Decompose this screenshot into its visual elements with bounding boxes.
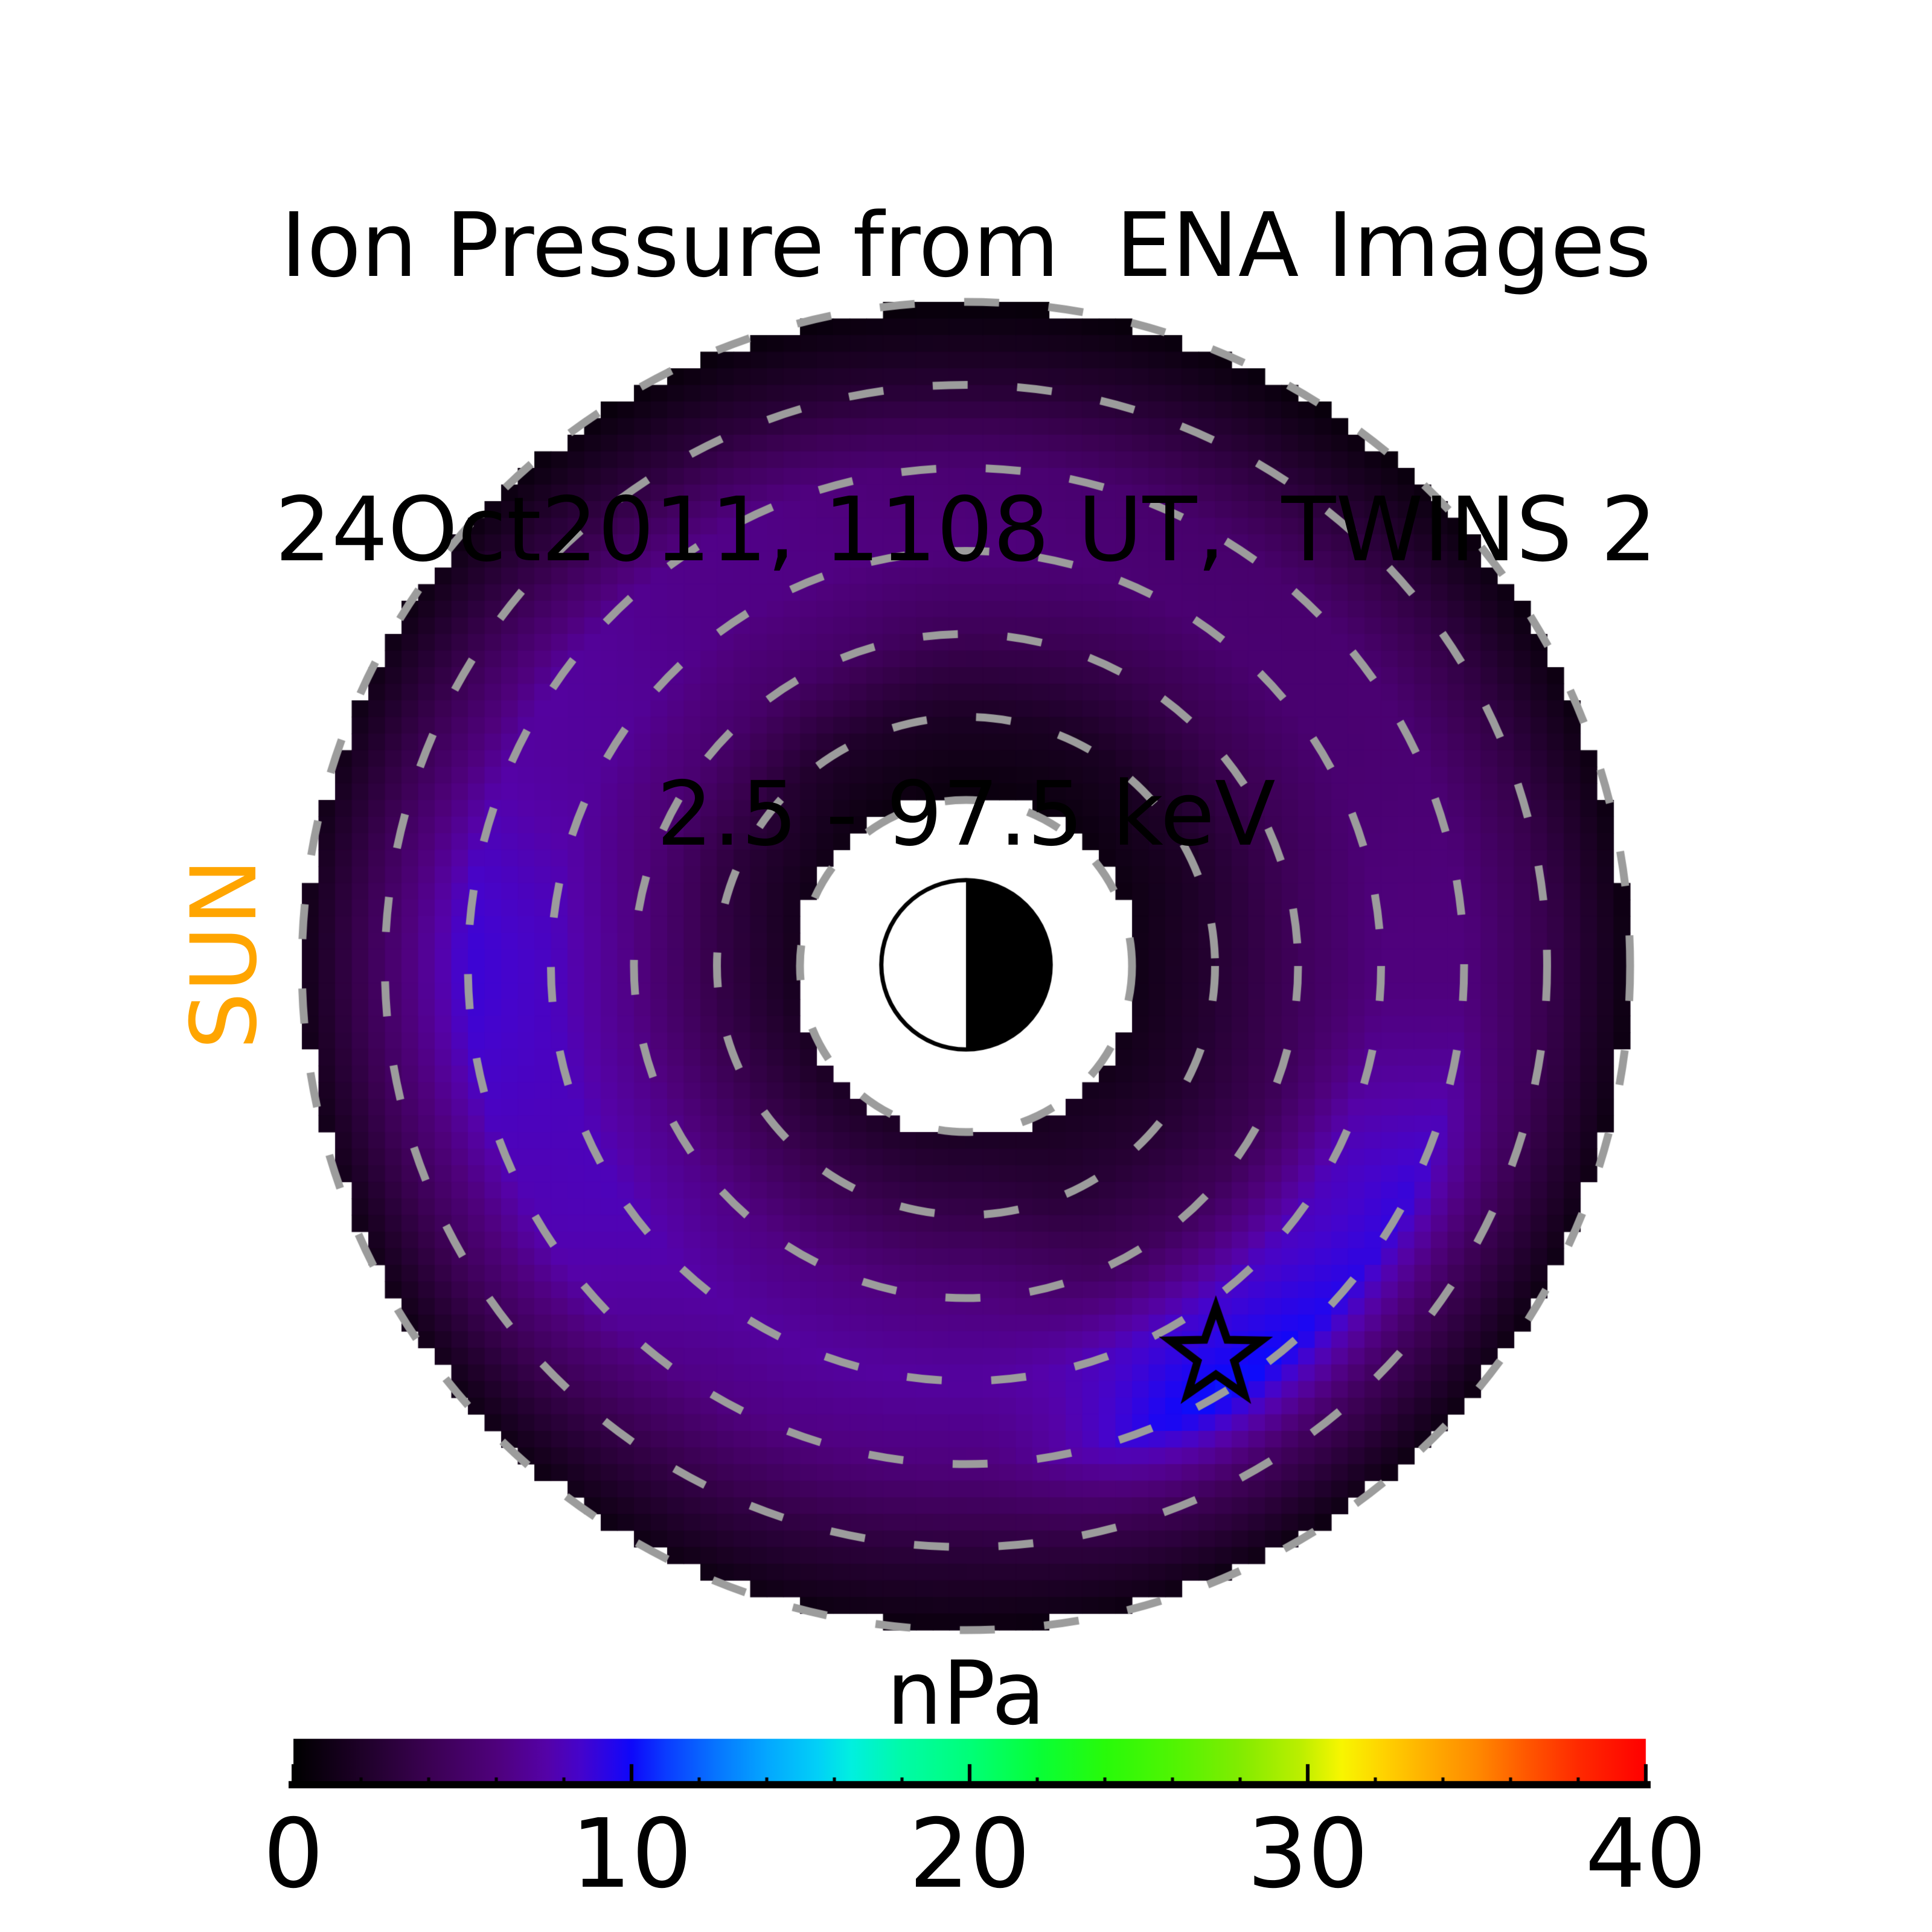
chart-title: Ion Pressure from ENA Images 24Oct2011, … (0, 8, 1932, 1051)
title-line-2: 24Oct2011, 1108 UT, TWINS 2 (275, 478, 1657, 581)
title-line-3: 2.5 - 97.5 keV (656, 763, 1276, 866)
colorbar-tick-10: 10 (571, 1799, 693, 1910)
colorbar-unit-label: nPa (886, 1642, 1046, 1745)
colorbar-tick-40: 40 (1585, 1799, 1707, 1910)
colorbar-tick-30: 30 (1247, 1799, 1369, 1910)
colorbar-tick-20: 20 (909, 1799, 1031, 1910)
title-line-1: Ion Pressure from ENA Images (280, 194, 1652, 297)
colorbar-tick-0: 0 (263, 1799, 324, 1910)
sun-direction-label: SUN (172, 858, 277, 1050)
